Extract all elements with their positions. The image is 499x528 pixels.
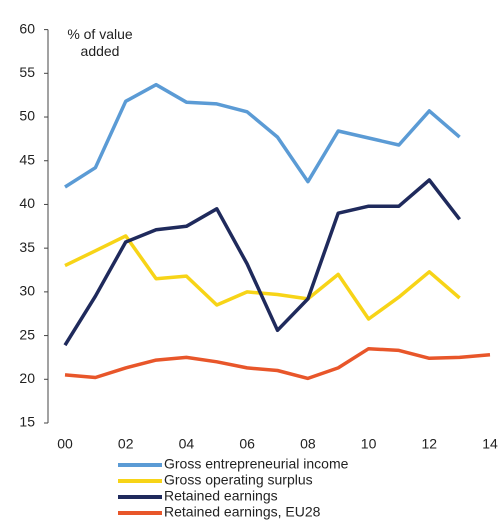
y-axis-label: % of value added	[67, 26, 133, 59]
y-tick-label: 40	[19, 195, 35, 211]
legend-label: Retained earnings, EU28	[164, 504, 321, 520]
x-tick-label: 14	[482, 436, 498, 452]
x-tick-label: 06	[239, 436, 255, 452]
x-tick-label: 12	[421, 436, 437, 452]
x-tick-label: 04	[179, 436, 195, 452]
legend-label: Retained earnings	[164, 488, 278, 504]
y-tick-label: 15	[19, 414, 35, 430]
series-line	[64, 234, 461, 321]
y-tick-label: 35	[19, 239, 35, 255]
series-line	[63, 178, 461, 347]
x-tick-label: 00	[57, 436, 73, 452]
y-tick-label: 45	[19, 151, 35, 167]
series-line	[64, 82, 461, 189]
x-tick-label: 08	[300, 436, 316, 452]
y-tick-label: 30	[19, 283, 35, 299]
y-tick-label: 25	[19, 326, 35, 342]
legend-label: Gross operating surplus	[164, 472, 313, 488]
y-tick-label: 55	[19, 64, 35, 80]
legend-label: Gross entrepreneurial income	[164, 456, 349, 472]
y-tick-label: 20	[19, 370, 35, 386]
series-line	[64, 346, 491, 381]
y-tick-label: 50	[19, 108, 35, 124]
x-tick-label: 10	[361, 436, 377, 452]
y-tick-label: 60	[19, 20, 35, 36]
x-tick-label: 02	[118, 436, 134, 452]
